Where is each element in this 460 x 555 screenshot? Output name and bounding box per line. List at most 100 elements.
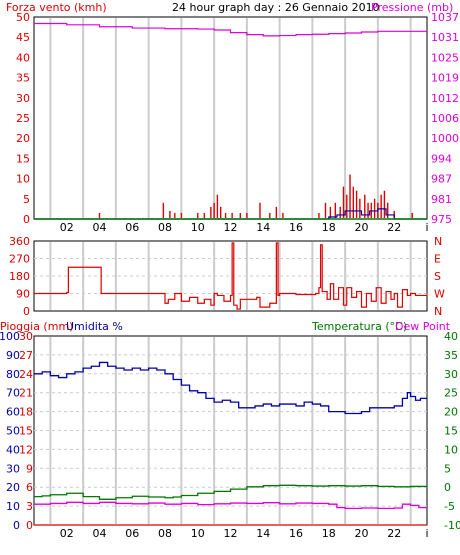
y-tick-label: 20 <box>444 406 458 419</box>
y-tick-label: 12 <box>19 443 33 456</box>
x-tick-label: 02 <box>60 527 74 540</box>
y-tick-label: 20 <box>6 481 20 494</box>
y-tick-label: 30 <box>19 330 33 343</box>
y-tick-label: 1019 <box>431 72 459 85</box>
plot-frame <box>33 335 428 526</box>
y-tick-label: 0 <box>444 481 451 494</box>
humidity-axis-label: Umidita % <box>66 320 123 333</box>
y-tick-label: 6 <box>26 481 33 494</box>
y-tick-label: 40 <box>16 51 30 64</box>
y-tick-label: 18 <box>19 406 33 419</box>
x-tick-label: 02 <box>60 221 74 234</box>
dew-point-line <box>34 501 427 510</box>
x-tick-label: 18 <box>322 527 336 540</box>
wind-gust-line <box>34 208 427 220</box>
y-tick-label: 25 <box>444 387 458 400</box>
x-tick-label: 08 <box>158 221 172 234</box>
y-tick-label: 987 <box>431 173 452 186</box>
rain-axis-label: Pioggia (mm) <box>0 320 73 333</box>
y-tick-label: 0 <box>13 519 20 532</box>
x-tick-label: 18 <box>322 221 336 234</box>
y-tick-label: 1000 <box>431 132 459 145</box>
x-tick-label: 20 <box>355 527 369 540</box>
wind-pressure-chart: 02 04 06 08 10 12 14 16 18 20 22 i05101520253035404… <box>16 11 459 234</box>
y-tick-label: W <box>434 288 445 301</box>
y-tick-label: 60 <box>6 406 20 419</box>
y-tick-label: 15 <box>16 152 30 165</box>
y-tick-label: 994 <box>431 152 452 165</box>
y-tick-label: 30 <box>444 368 458 381</box>
y-tick-label: 10 <box>6 500 20 513</box>
y-tick-label: -10 <box>444 519 460 532</box>
y-tick-label: 90 <box>16 288 30 301</box>
rain-humidity-temperature-chart: 02 04 06 08 10 12 14 16 18 20 22 i01020304050607080… <box>0 330 460 540</box>
y-tick-label: 975 <box>431 213 452 226</box>
y-tick-label: 20 <box>16 132 30 145</box>
y-tick-label: 1012 <box>431 92 459 105</box>
y-tick-label: 5 <box>23 193 30 206</box>
temperature-axis-label: Temperatura (°C) <box>311 320 407 333</box>
y-tick-label: 80 <box>6 368 20 381</box>
y-tick-label: 10 <box>16 173 30 186</box>
x-tick-label: 08 <box>158 527 172 540</box>
y-tick-label: 50 <box>16 11 30 24</box>
y-tick-label: 3 <box>26 500 33 513</box>
y-tick-label: 35 <box>16 72 30 85</box>
wind-axis-label: Forza vento (kmh) <box>6 1 107 14</box>
y-tick-label: 360 <box>9 235 30 248</box>
y-tick-label: 40 <box>6 443 20 456</box>
y-tick-label: 40 <box>444 330 458 343</box>
pressure-axis-label: Pressione (mb) <box>371 1 453 14</box>
y-tick-label: 0 <box>23 305 30 318</box>
y-tick-label: 1037 <box>431 11 459 24</box>
y-tick-label: 50 <box>6 425 20 438</box>
y-tick-label: 1006 <box>431 112 459 125</box>
x-tick-label: 14 <box>256 527 270 540</box>
y-tick-label: N <box>434 305 442 318</box>
x-tick-label: 20 <box>355 221 369 234</box>
y-tick-label: 981 <box>431 193 452 206</box>
y-tick-label: 90 <box>6 349 20 362</box>
plot-frame <box>33 16 428 220</box>
y-tick-label: 1031 <box>431 31 459 44</box>
x-tick-label: 16 <box>289 221 303 234</box>
y-tick-label: 27 <box>19 349 33 362</box>
x-tick-label: 10 <box>191 527 205 540</box>
y-tick-label: N <box>434 235 442 248</box>
x-tick-label: 12 <box>224 527 238 540</box>
y-tick-label: E <box>434 253 441 266</box>
y-tick-label: 70 <box>6 387 20 400</box>
x-tick-label: 22 <box>387 221 401 234</box>
y-tick-label: 9 <box>26 462 33 475</box>
y-tick-label: S <box>434 270 441 283</box>
x-tick-label: 04 <box>93 527 107 540</box>
dew-point-axis-label: Dew Point <box>395 320 451 333</box>
y-tick-label: 180 <box>9 270 30 283</box>
y-tick-label: 1025 <box>431 51 459 64</box>
wind-direction-line <box>34 242 428 310</box>
y-tick-label: 100 <box>0 330 20 343</box>
x-tick-label: i <box>425 221 428 234</box>
x-tick-label: 12 <box>224 221 238 234</box>
x-tick-label: 10 <box>191 221 205 234</box>
y-tick-label: -5 <box>444 500 455 513</box>
y-tick-label: 45 <box>16 31 30 44</box>
y-tick-label: 10 <box>444 443 458 456</box>
y-tick-label: 24 <box>19 368 33 381</box>
y-tick-label: 15 <box>444 425 458 438</box>
y-tick-label: 0 <box>23 213 30 226</box>
y-tick-label: 21 <box>19 387 33 400</box>
y-tick-label: 30 <box>16 92 30 105</box>
y-tick-label: 5 <box>444 462 451 475</box>
x-tick-label: 16 <box>289 527 303 540</box>
y-tick-label: 35 <box>444 349 458 362</box>
y-tick-label: 25 <box>16 112 30 125</box>
x-tick-label: i <box>425 527 428 540</box>
temperature-line <box>34 484 428 500</box>
x-tick-label: 22 <box>387 527 401 540</box>
graph-title: 24 hour graph day : 26 Gennaio 2010 <box>172 1 380 14</box>
y-tick-label: 270 <box>9 253 30 266</box>
x-tick-label: 04 <box>93 221 107 234</box>
